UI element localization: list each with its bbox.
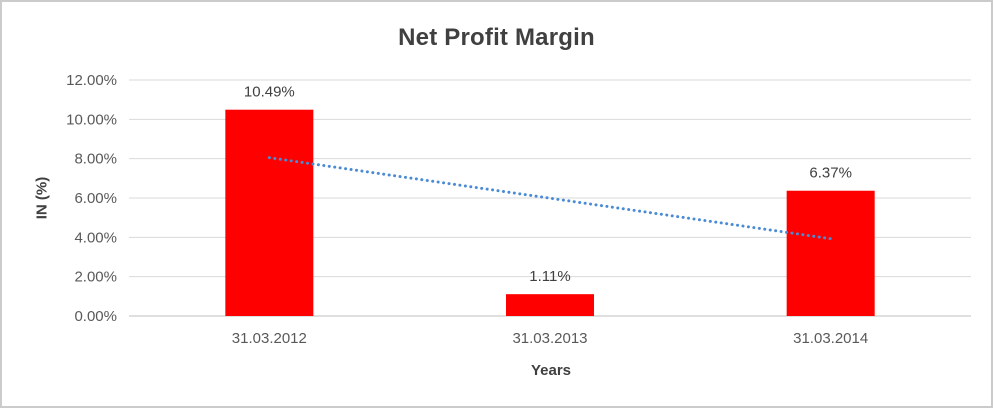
y-tick-label: 2.00%	[74, 269, 117, 286]
bar-31.03.2013	[506, 294, 594, 316]
y-tick-label: 0.00%	[74, 308, 117, 325]
x-category-label: 31.03.2013	[512, 330, 587, 347]
bar-31.03.2012	[225, 109, 314, 317]
y-tick-label: 8.00%	[74, 151, 117, 168]
trendline	[267, 156, 833, 241]
y-tick-label: 6.00%	[74, 190, 117, 207]
data-label: 6.37%	[809, 165, 852, 182]
x-category-label: 31.03.2012	[232, 330, 307, 347]
bar-31.03.2014	[786, 190, 875, 316]
y-tick-label: 12.00%	[66, 72, 117, 89]
x-category-label: 31.03.2014	[793, 330, 868, 347]
y-tick-label: 10.00%	[66, 111, 117, 128]
x-axis-title: Years	[530, 362, 572, 379]
chart-title: Net Profit Margin	[398, 24, 595, 51]
data-label: 1.11%	[529, 268, 570, 285]
y-tick-label: 4.00%	[74, 229, 117, 246]
data-label: 10.49%	[244, 84, 295, 101]
